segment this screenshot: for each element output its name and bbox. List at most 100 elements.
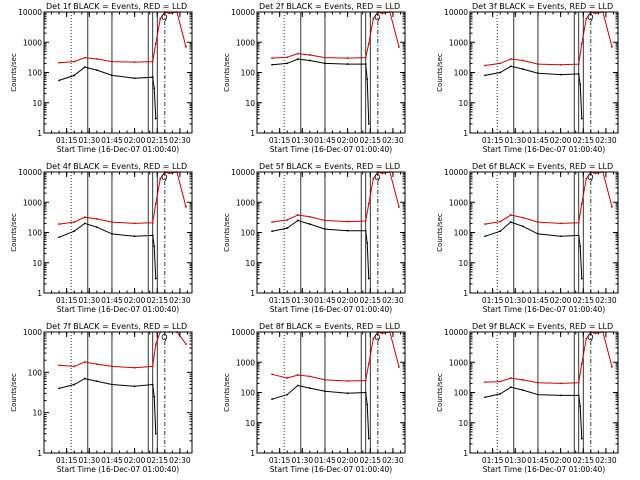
x-tick-label: 02:30	[595, 136, 617, 145]
data-point	[153, 245, 156, 248]
data-point	[159, 177, 162, 180]
data-point	[73, 60, 76, 63]
y-tick-label: 1000	[236, 38, 255, 47]
data-point	[151, 365, 154, 368]
y-axis-title: Counts/sec	[223, 213, 231, 252]
x-tick-label: 02:15	[359, 136, 381, 145]
x-tick-label: 01:30	[504, 456, 526, 465]
data-point	[577, 381, 580, 384]
data-point	[271, 230, 274, 233]
x-tick-label: 02:00	[337, 296, 359, 305]
marker-label: Q	[374, 13, 380, 22]
x-tick-label: 02:30	[169, 296, 191, 305]
data-point	[537, 63, 539, 65]
events-line	[272, 58, 370, 124]
data-point	[579, 405, 582, 408]
x-tick-label: 02:30	[169, 456, 191, 465]
data-point	[133, 77, 136, 80]
y-tick-label: 10	[32, 409, 42, 418]
x-tick-label: 01:45	[101, 136, 123, 145]
data-point	[585, 177, 588, 180]
panel-title: Det 9f BLACK = Events, RED = LLD	[472, 322, 613, 331]
x-tick-label: 01:15	[482, 136, 504, 145]
panel-title: Det 8f BLACK = Events, RED = LLD	[259, 322, 400, 331]
data-point	[367, 362, 370, 365]
data-point	[58, 61, 61, 64]
y-axis-title: Counts/sec	[436, 373, 444, 412]
panel-8: Det 8f BLACK = Events, RED = LLD Q 1 10 100 1…	[223, 322, 406, 474]
data-point	[509, 377, 512, 379]
data-point	[58, 236, 61, 239]
x-axis-title: Start Time (16-Dec-07 01:00:40)	[270, 305, 392, 314]
y-axis-title: Counts/sec	[436, 213, 444, 252]
data-point	[559, 235, 562, 238]
y-tick-label: 10000	[444, 328, 468, 337]
plot-frame	[256, 11, 406, 134]
data-point	[521, 389, 524, 392]
x-axis-title: Start Time (16-Dec-07 01:00:40)	[57, 145, 179, 154]
data-point	[308, 387, 311, 389]
data-point	[73, 365, 76, 368]
x-axis-title: Start Time (16-Dec-07 01:00:40)	[57, 305, 179, 314]
data-point	[577, 63, 580, 65]
data-point	[185, 206, 187, 208]
x-axis-title: Start Time (16-Dec-07 01:00:40)	[270, 145, 392, 154]
x-tick-label: 01:30	[78, 296, 100, 305]
y-tick-label: 1	[37, 449, 42, 458]
y-tick-label: 10	[245, 99, 255, 108]
x-axis-title: Start Time (16-Dec-07 01:00:40)	[483, 305, 605, 314]
y-tick-label: 1000	[23, 328, 42, 337]
data-point	[509, 58, 512, 60]
y-tick-label: 100	[241, 229, 256, 238]
data-point	[58, 79, 61, 82]
data-point	[154, 432, 157, 435]
data-point	[521, 216, 524, 219]
panel-title: Det 5f BLACK = Events, RED = LLD	[259, 162, 400, 171]
panel-title: Det 3f BLACK = Events, RED = LLD	[472, 2, 613, 11]
data-point	[286, 62, 289, 65]
y-axis-title: Counts/sec	[436, 53, 444, 92]
plot-frame	[43, 331, 193, 454]
x-tick-label: 01:30	[291, 456, 313, 465]
data-point	[168, 12, 171, 15]
data-point	[372, 337, 375, 340]
data-point	[73, 383, 76, 386]
y-tick-label: 100	[454, 69, 469, 78]
plot-frame	[256, 331, 406, 454]
y-tick-label: 1	[463, 129, 468, 138]
data-point	[559, 63, 562, 66]
data-point	[308, 54, 311, 56]
data-point	[521, 225, 524, 228]
panel-title: Det 7f BLACK = Events, RED = LLD	[46, 322, 187, 331]
panel-title: Det 4f BLACK = Events, RED = LLD	[46, 162, 187, 171]
data-point	[151, 60, 154, 63]
data-point	[398, 366, 400, 368]
x-axis-title: Start Time (16-Dec-07 01:00:40)	[270, 465, 392, 474]
data-point	[58, 223, 61, 225]
x-tick-label: 02:00	[550, 456, 572, 465]
data-point	[111, 383, 113, 386]
data-point	[398, 206, 400, 208]
data-point	[271, 57, 274, 59]
data-point	[95, 218, 98, 220]
data-point	[324, 228, 326, 230]
y-axis-title: Counts/sec	[10, 373, 18, 412]
events-line	[484, 386, 583, 439]
x-tick-label: 01:30	[291, 296, 313, 305]
data-point	[154, 117, 157, 120]
data-point	[611, 206, 613, 208]
data-point	[271, 398, 274, 401]
data-point	[95, 363, 98, 366]
data-point	[346, 392, 349, 395]
data-point	[154, 277, 157, 280]
data-point	[95, 69, 98, 72]
data-point	[308, 59, 311, 62]
events-line	[271, 384, 370, 439]
data-point	[580, 117, 583, 120]
y-tick-label: 1000	[23, 198, 42, 207]
x-tick-label: 01:30	[504, 296, 526, 305]
x-tick-label: 02:15	[146, 456, 168, 465]
x-tick-label: 02:00	[550, 136, 572, 145]
x-tick-label: 02:00	[124, 456, 146, 465]
data-point	[499, 62, 502, 65]
